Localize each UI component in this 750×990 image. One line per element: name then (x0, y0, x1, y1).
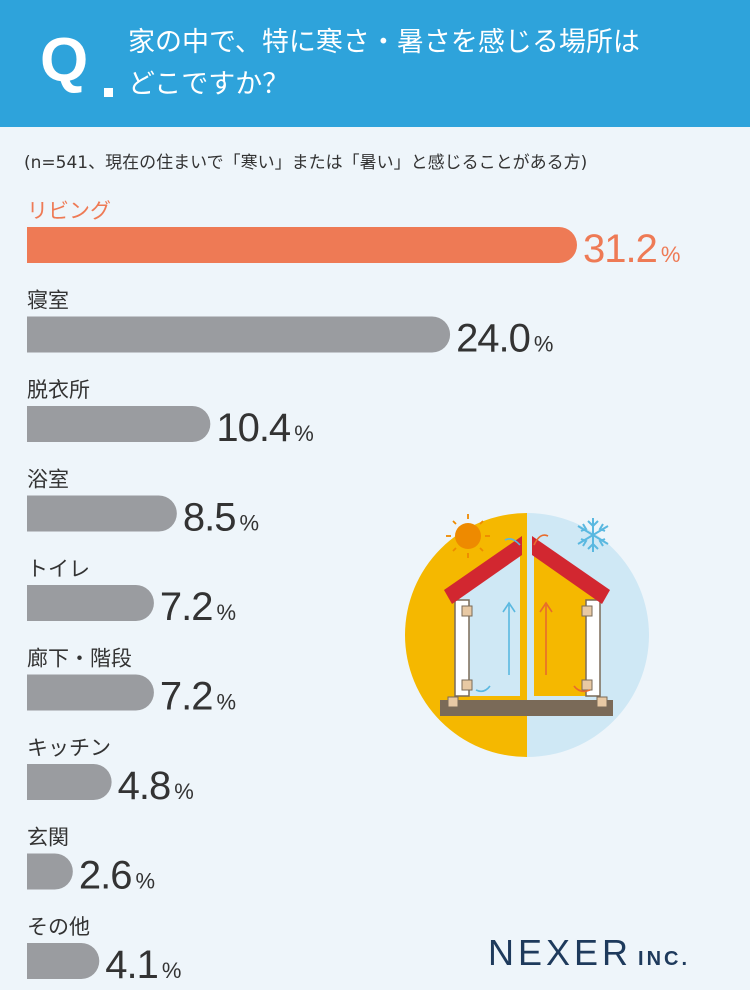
value-label: 24.0% (456, 317, 553, 361)
brand-logo: NEXER INC. (488, 932, 690, 974)
sun-icon (446, 514, 490, 558)
value-label: 4.1% (105, 943, 181, 987)
category-label: その他 (27, 915, 90, 939)
question-dot (104, 88, 113, 97)
house-illustration (405, 513, 649, 757)
value-label: 10.4% (216, 406, 313, 450)
roof-right-icon (532, 536, 610, 604)
value-label: 7.2% (160, 585, 236, 629)
header-banner: Q 家の中で、特に寒さ・暑さを感じる場所は どこですか？ (0, 0, 750, 127)
bar (27, 316, 451, 353)
bar (27, 674, 154, 711)
roof-left-icon (444, 536, 522, 604)
bar (27, 943, 100, 979)
question-title-line-1: 家の中で、特に寒さ・暑さを感じる場所は (128, 27, 640, 58)
bar (27, 495, 177, 532)
house-ground-icon (440, 700, 613, 716)
category-label: 浴室 (27, 468, 69, 492)
brand-suffix: INC. (638, 948, 691, 970)
bars-layer: リビング 31.2 % 寝室 24.0 % 脱衣所 10.4 % 浴室 8.5 % トイレ 7.2 % 廊下・… (27, 199, 681, 987)
category-label: 脱衣所 (27, 378, 90, 402)
question-title: 家の中で、特に寒さ・暑さを感じる場所は どこですか？ (128, 22, 728, 106)
bar (27, 227, 577, 263)
value-label: 7.2% (160, 675, 236, 719)
thermal-circle-icon (405, 513, 649, 757)
category-label: 寝室 (27, 289, 69, 313)
category-label: 玄関 (27, 826, 69, 850)
value-label: 31.2% (583, 227, 680, 271)
category-label: トイレ (27, 557, 90, 581)
brand-name: NEXER (488, 932, 633, 973)
value-label: 8.5% (183, 496, 259, 540)
question-mark-label: Q (40, 26, 89, 95)
question-title-line-2: どこですか？ (128, 69, 290, 100)
value-label: 4.8% (118, 764, 194, 808)
category-label: リビング (27, 199, 111, 223)
bar (27, 764, 112, 800)
bar (27, 585, 154, 621)
airflow-arrows-icon (475, 534, 591, 693)
bar (27, 406, 211, 442)
house-icon (444, 536, 610, 708)
bar (27, 853, 73, 890)
sample-note: (n=541、現在の住まいで「寒い」または「暑い」と感じることがある方) (24, 153, 588, 173)
category-label: キッチン (27, 736, 111, 760)
value-label: 2.6% (79, 854, 155, 898)
snowflake-icon (577, 518, 609, 552)
category-label: 廊下・階段 (27, 647, 132, 671)
